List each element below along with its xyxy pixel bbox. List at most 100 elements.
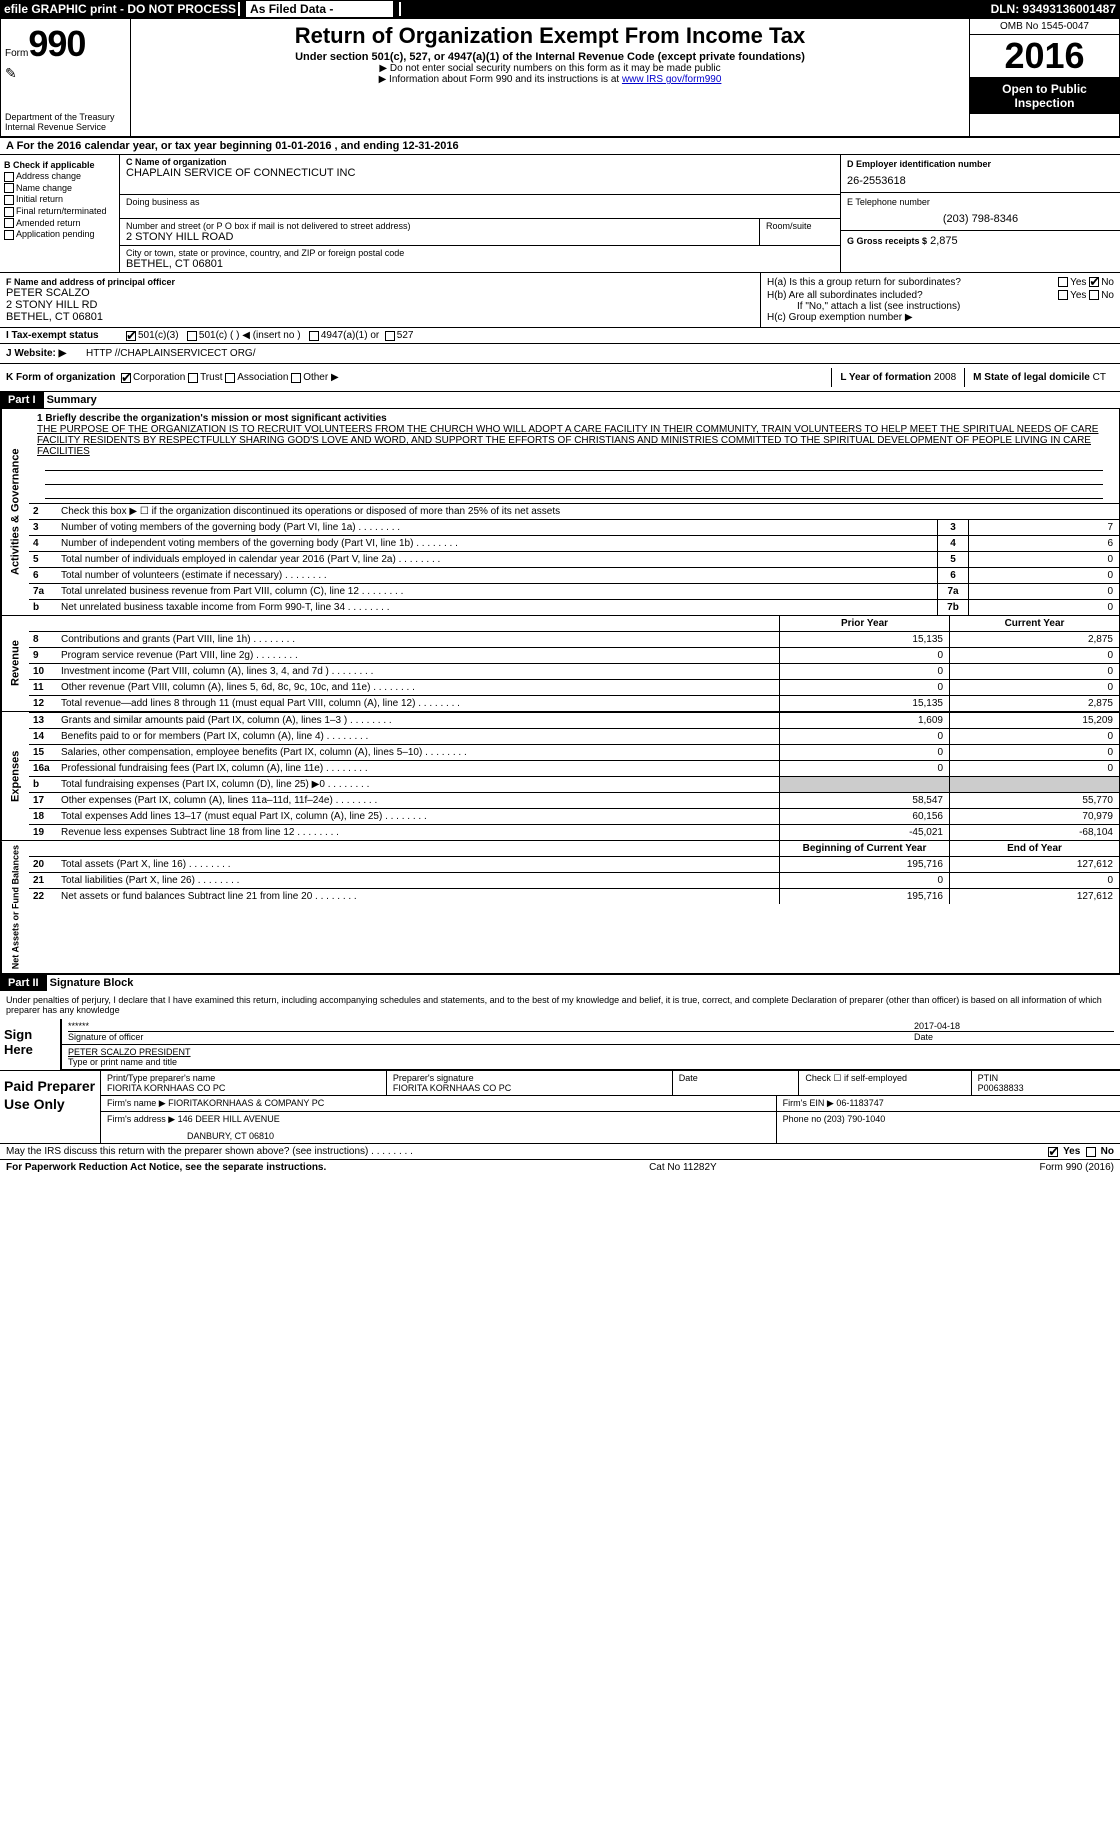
- row-desc: Total unrelated business revenue from Pa…: [57, 584, 937, 599]
- cb-assoc[interactable]: [225, 373, 235, 383]
- prior-val: 0: [779, 761, 949, 776]
- firm-phone: (203) 790-1040: [824, 1114, 886, 1124]
- efile-text: efile GRAPHIC print - DO NOT PROCESS: [4, 2, 236, 16]
- cb-amended: Amended return: [4, 218, 115, 229]
- gov-row: 2 Check this box ▶ ☐ if the organization…: [29, 503, 1119, 519]
- subtitle: Under section 501(c), 527, or 4947(a)(1)…: [135, 51, 965, 63]
- row-desc: Investment income (Part VIII, column (A)…: [57, 664, 779, 679]
- end-header: End of Year: [949, 841, 1119, 856]
- mission-block: 1 Briefly describe the organization's mi…: [29, 409, 1119, 503]
- row-num: 15: [29, 745, 57, 760]
- row-num: b: [29, 600, 57, 615]
- officer-city: BETHEL, CT 06801: [6, 311, 754, 323]
- cb-initial: Initial return: [4, 194, 115, 205]
- revenue-section: Revenue Prior Year Current Year 8 Contri…: [0, 616, 1120, 712]
- prep-date-label: Date: [679, 1073, 793, 1083]
- cb-trust[interactable]: [188, 373, 198, 383]
- part1-title: Summary: [47, 394, 97, 406]
- discuss-yes[interactable]: [1048, 1147, 1058, 1157]
- city-val: BETHEL, CT 06801: [126, 258, 834, 270]
- gov-row: 4 Number of independent voting members o…: [29, 535, 1119, 551]
- discuss-no[interactable]: [1086, 1147, 1096, 1157]
- prior-val: 58,547: [779, 793, 949, 808]
- hb-no[interactable]: [1089, 290, 1099, 300]
- section-f: F Name and address of principal officer …: [0, 273, 760, 327]
- curr-val: [949, 777, 1119, 792]
- hb-yes[interactable]: [1058, 290, 1068, 300]
- ptin-val: P00638833: [978, 1083, 1114, 1093]
- row-desc: Total revenue—add lines 8 through 11 (mu…: [57, 696, 779, 711]
- curr-val: 0: [949, 761, 1119, 776]
- data-row: 12 Total revenue—add lines 8 through 11 …: [29, 695, 1119, 711]
- prior-val: [779, 777, 949, 792]
- form-org-label: K Form of organization: [6, 372, 115, 383]
- hb-note: If "No," attach a list (see instructions…: [797, 301, 1114, 312]
- gov-row: b Net unrelated business taxable income …: [29, 599, 1119, 615]
- row-num: 4: [29, 536, 57, 551]
- irs-logo-icon: ✎: [5, 65, 126, 82]
- ptin-label: PTIN: [978, 1073, 1114, 1083]
- row-num: 11: [29, 680, 57, 695]
- prior-val: 15,135: [779, 632, 949, 647]
- note-info-pre: ▶ Information about Form 990 and its ins…: [379, 74, 622, 85]
- row-desc: Grants and similar amounts paid (Part IX…: [57, 713, 779, 728]
- year-block: OMB No 1545-0047 2016 Open to Public Ins…: [969, 19, 1119, 136]
- as-filed-label: As Filed Data -: [238, 2, 401, 16]
- row-num: 6: [29, 568, 57, 583]
- officer-name-title: PETER SCALZO PRESIDENT: [68, 1047, 1114, 1057]
- street-val: 2 STONY HILL ROAD: [126, 231, 753, 243]
- mission-label: 1 Briefly describe the organization's mi…: [37, 413, 1111, 424]
- cb-other[interactable]: [291, 373, 301, 383]
- year-form-val: 2008: [934, 372, 956, 383]
- row-num: 3: [29, 520, 57, 535]
- row-val: 0: [969, 600, 1119, 615]
- sig-stars: ******: [68, 1021, 914, 1031]
- ha-no[interactable]: [1089, 277, 1099, 287]
- row-box: 7a: [937, 584, 969, 599]
- data-row: 18 Total expenses Add lines 13–17 (must …: [29, 808, 1119, 824]
- row-val: 6: [969, 536, 1119, 551]
- data-row: b Total fundraising expenses (Part IX, c…: [29, 776, 1119, 792]
- row-desc: Program service revenue (Part VIII, line…: [57, 648, 779, 663]
- cb-4947[interactable]: [309, 331, 319, 341]
- curr-val: 70,979: [949, 809, 1119, 824]
- curr-val: 0: [949, 729, 1119, 744]
- prep-name-label: Print/Type preparer's name: [107, 1073, 380, 1083]
- begin-header: Beginning of Current Year: [779, 841, 949, 856]
- netassets-section: Net Assets or Fund Balances Beginning of…: [0, 841, 1120, 974]
- row-desc: Total fundraising expenses (Part IX, col…: [57, 777, 779, 792]
- row-box: 7b: [937, 600, 969, 615]
- cb-corp[interactable]: [121, 373, 131, 383]
- data-row: 21 Total liabilities (Part X, line 26) 0…: [29, 872, 1119, 888]
- prep-sig: FIORITA KORNHAAS CO PC: [393, 1083, 666, 1093]
- data-row: 19 Revenue less expenses Subtract line 1…: [29, 824, 1119, 840]
- ha-yes[interactable]: [1058, 277, 1068, 287]
- prep-name: FIORITA KORNHAAS CO PC: [107, 1083, 380, 1093]
- row-desc: Total number of individuals employed in …: [57, 552, 937, 567]
- row-num: 2: [29, 504, 57, 519]
- row-desc: Total liabilities (Part X, line 26): [57, 873, 779, 888]
- cb-501c3[interactable]: [126, 331, 136, 341]
- irs-link[interactable]: www IRS gov/form990: [622, 74, 721, 85]
- data-row: 20 Total assets (Part X, line 16) 195,71…: [29, 856, 1119, 872]
- row-val: 0: [969, 568, 1119, 583]
- cb-501c[interactable]: [187, 331, 197, 341]
- data-row: 15 Salaries, other compensation, employe…: [29, 744, 1119, 760]
- gov-row: 6 Total number of volunteers (estimate i…: [29, 567, 1119, 583]
- mission-text: THE PURPOSE OF THE ORGANIZATION IS TO RE…: [37, 424, 1111, 457]
- sig-date-label: Date: [914, 1031, 1114, 1042]
- footer-mid: Cat No 11282Y: [649, 1162, 717, 1173]
- curr-val: -68,104: [949, 825, 1119, 840]
- row-desc: Check this box ▶ ☐ if the organization d…: [57, 504, 1119, 519]
- phone-val: (203) 798-8346: [847, 213, 1114, 225]
- row-box: 4: [937, 536, 969, 551]
- part1-header: Part I Summary: [0, 392, 1120, 408]
- prior-val: 15,135: [779, 696, 949, 711]
- officer-name: PETER SCALZO: [6, 287, 754, 299]
- name-title-label: Type or print name and title: [68, 1057, 1114, 1067]
- curr-val: 2,875: [949, 632, 1119, 647]
- row-num: 7a: [29, 584, 57, 599]
- data-row: 17 Other expenses (Part IX, column (A), …: [29, 792, 1119, 808]
- cb-527[interactable]: [385, 331, 395, 341]
- prior-header: Prior Year: [779, 616, 949, 631]
